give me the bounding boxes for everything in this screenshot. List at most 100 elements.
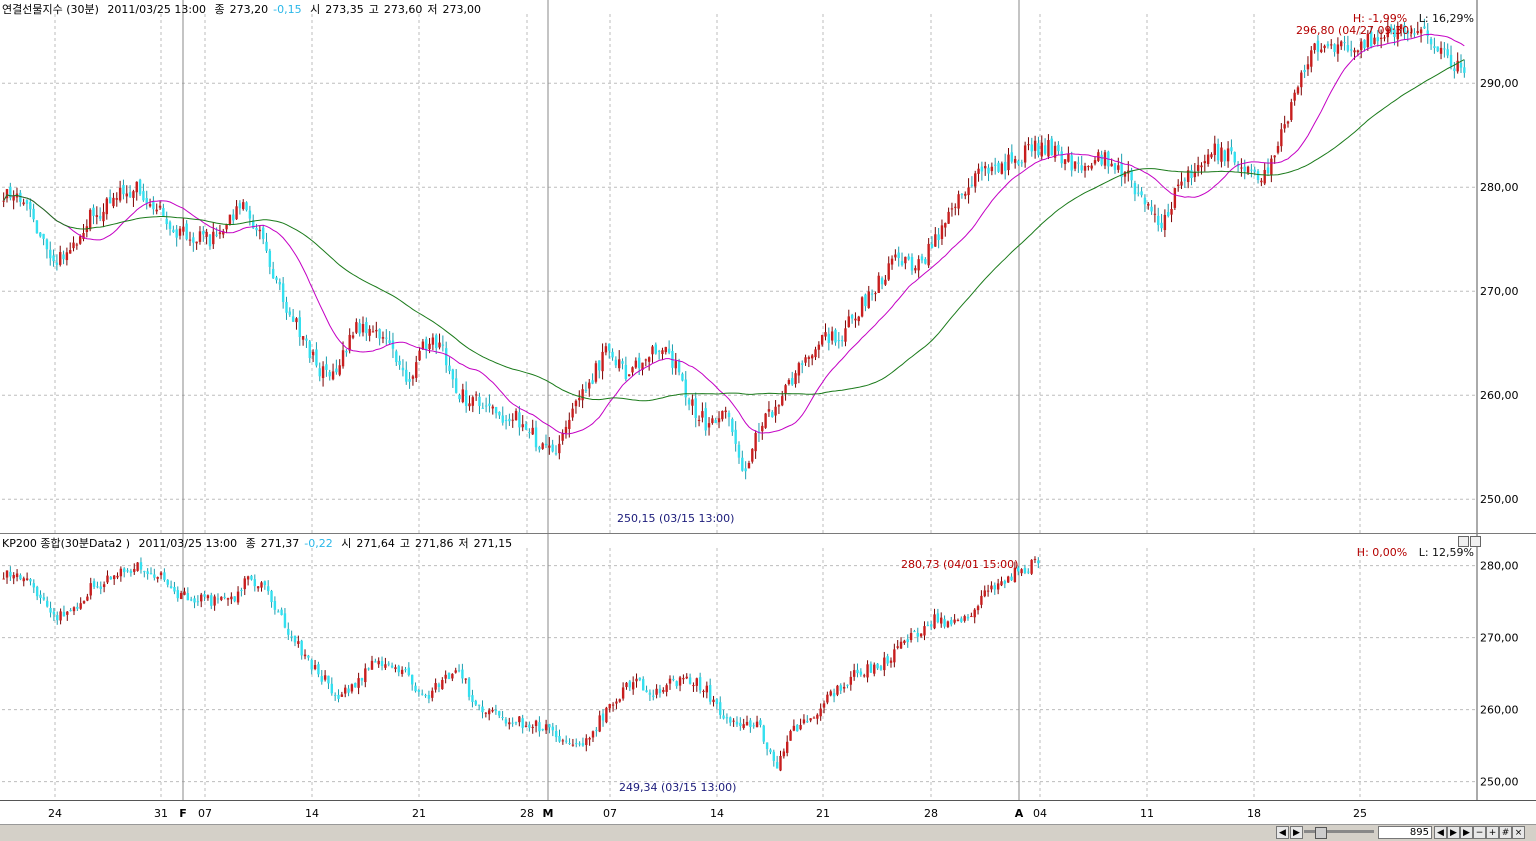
candle-body (135, 181, 138, 193)
candle-body (32, 583, 36, 588)
candle-body (69, 610, 72, 612)
candle-body (295, 318, 298, 323)
candle-body (1007, 154, 1010, 171)
futures-index-pane[interactable]: 250,00 260,00 270,00 280,00 290,00 연결선물지수 (3… (0, 0, 1536, 534)
candle-body (816, 714, 819, 719)
candle-body (242, 202, 245, 210)
candles-group (2, 18, 1466, 480)
kp200-pane[interactable]: 250,00 260,00 270,00 280,00 KP200 종합(30분Dat… (0, 534, 1536, 800)
pane-maximize-icon[interactable] (1470, 536, 1481, 547)
futures-candlestick-chart[interactable]: 250,00 260,00 270,00 280,00 290,00 (0, 0, 1536, 533)
candle-body (92, 207, 95, 216)
candle-body (1280, 129, 1283, 147)
candle-body (232, 214, 235, 221)
candle-body (822, 703, 826, 708)
candle-body (165, 218, 168, 225)
zoom-track[interactable] (1304, 830, 1374, 833)
top-max-annotation: 296,80 (04/27 09:30) (1296, 24, 1414, 37)
y-tick-label: 270,00 (1480, 285, 1519, 298)
scroll-right-icon[interactable]: ▶ (1290, 826, 1303, 839)
candle-body (531, 726, 534, 728)
candle-body (1350, 49, 1353, 51)
candle-body (311, 351, 315, 356)
prev-icon[interactable]: ◀ (1434, 826, 1447, 839)
candle-body (444, 674, 447, 679)
candle-body (548, 445, 551, 448)
candle-body (65, 252, 69, 261)
candle-body (554, 731, 558, 738)
grid-icon[interactable]: # (1499, 826, 1512, 839)
candle-body (176, 590, 179, 599)
top-open-label: 시 (310, 3, 321, 16)
candle-body (498, 711, 501, 716)
candle-body (731, 418, 734, 433)
candle-body (325, 364, 328, 370)
candle-body (138, 179, 142, 195)
candle-body (611, 351, 614, 358)
candle-body (943, 619, 946, 627)
candle-body (714, 419, 717, 424)
candle-body (501, 415, 504, 423)
candle-body (468, 403, 471, 407)
candle-body (827, 333, 831, 343)
zoom-out-icon[interactable]: − (1473, 826, 1486, 839)
candle-body (1040, 142, 1043, 157)
candle-body (1150, 206, 1153, 212)
candle-body (791, 378, 794, 385)
candle-body (215, 234, 218, 236)
candle-body (797, 363, 801, 376)
candle-body (674, 361, 677, 369)
candle-body (814, 349, 817, 358)
candle-body (92, 581, 96, 587)
candle-body (707, 423, 711, 428)
candle-body (934, 234, 937, 247)
pane-minimize-icon[interactable] (1458, 536, 1469, 547)
candle-body (538, 446, 541, 450)
candle-body (29, 202, 32, 210)
candle-body (787, 380, 791, 384)
candle-body (59, 611, 62, 621)
candle-body (812, 717, 816, 719)
candle-body (1403, 25, 1406, 34)
candle-body (152, 201, 155, 210)
candle-body (1013, 567, 1017, 583)
candle-body (1323, 45, 1326, 49)
top-datetime: 2011/03/25 13:00 (107, 3, 207, 16)
candle-body (315, 349, 318, 366)
candle-body (1356, 50, 1360, 53)
candle-body (601, 713, 605, 721)
candle-body (687, 399, 691, 405)
candle-body (370, 660, 374, 670)
candle-body (618, 699, 621, 702)
candle-body (293, 635, 297, 643)
candle-body (441, 679, 444, 690)
candle-body (528, 724, 531, 728)
kp200-candlestick-chart[interactable]: 250,00 260,00 270,00 280,00 (0, 534, 1536, 800)
candle-body (926, 624, 930, 626)
close-icon[interactable]: × (1512, 826, 1525, 839)
bottom-max-annotation: 280,73 (04/01 15:00) (901, 558, 1019, 571)
candle-body (357, 678, 360, 688)
zoom-in-icon[interactable]: + (1486, 826, 1499, 839)
candle-body (561, 433, 564, 441)
next-icon[interactable]: ▶ (1447, 826, 1460, 839)
end-icon[interactable]: ▶ (1460, 826, 1473, 839)
candle-body (368, 328, 371, 336)
candle-body (785, 741, 789, 753)
candle-body (774, 406, 777, 416)
candle-body (189, 599, 193, 601)
candle-body (544, 443, 548, 446)
zoom-thumb[interactable] (1315, 827, 1327, 839)
candle-body (19, 192, 22, 202)
candle-body (1290, 102, 1293, 120)
candle-body (1316, 40, 1320, 52)
candle-body (300, 640, 303, 656)
candle-body (86, 596, 89, 601)
scroll-left-icon[interactable]: ◀ (1276, 826, 1289, 839)
candle-body (25, 200, 29, 204)
candle-body (920, 256, 924, 261)
candle-body (1439, 47, 1443, 54)
candle-body (950, 208, 954, 210)
visible-bar-count[interactable]: 895 (1378, 826, 1432, 839)
candle-body (1326, 43, 1330, 47)
